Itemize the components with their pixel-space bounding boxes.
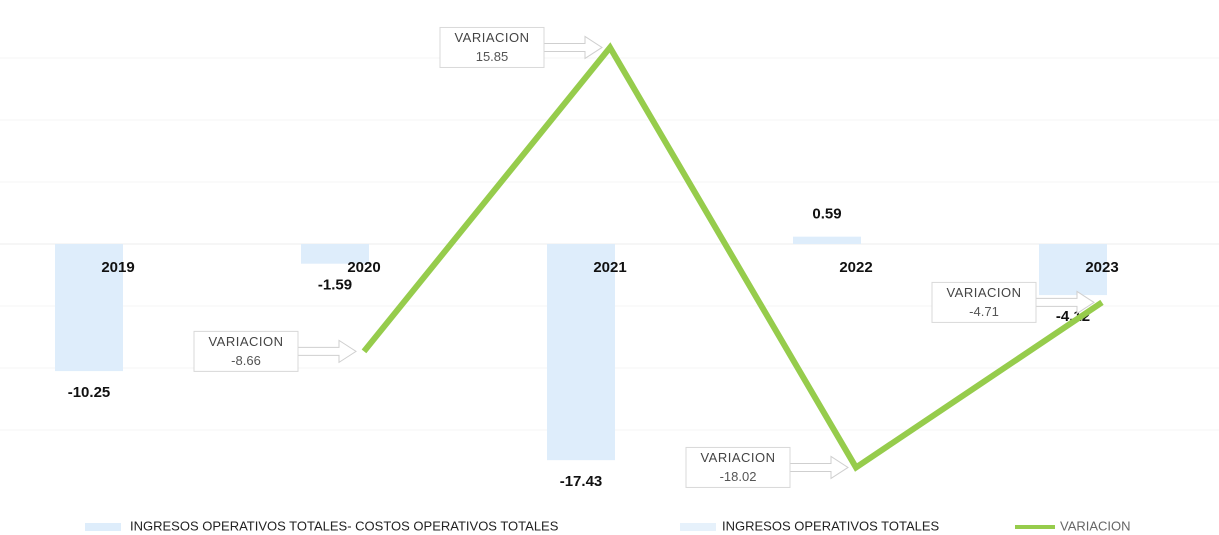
- callout-arrow: [298, 339, 357, 364]
- bar: [547, 244, 615, 461]
- callout-box: [193, 330, 299, 372]
- callout-arrow: [1036, 290, 1095, 315]
- callout-name: VARIACION: [454, 30, 529, 45]
- callout-name: VARIACION: [208, 334, 283, 349]
- data-callout: VARIACION -4.71: [931, 281, 1095, 323]
- data-callout: VARIACION -18.02: [685, 446, 849, 488]
- callout-box: [685, 446, 791, 488]
- callout-value: -8.66: [231, 353, 261, 368]
- bar-value-label: 0.59: [812, 206, 841, 223]
- bar: [55, 244, 123, 372]
- callout-value: -4.71: [969, 304, 999, 319]
- bar: [793, 236, 861, 244]
- x-tick-label: 2019: [101, 259, 134, 276]
- callout-box: [931, 281, 1037, 323]
- data-callout: VARIACION 15.85: [439, 26, 603, 68]
- line: [361, 42, 1104, 472]
- callout-value: 15.85: [476, 49, 509, 64]
- bar: [1039, 244, 1107, 296]
- callout-value: -18.02: [720, 469, 757, 484]
- x-tick-label: 2022: [839, 259, 872, 276]
- bar-value-label: -4.12: [1056, 308, 1090, 325]
- callout-box: [439, 26, 545, 68]
- bar-value-label: -17.43: [560, 473, 603, 490]
- legend-label: INGRESOS OPERATIVOS TOTALES- COSTOS OPER…: [130, 518, 559, 533]
- data-callout: VARIACION -8.66: [193, 330, 357, 372]
- legend-swatch: [85, 523, 121, 531]
- bar: [301, 244, 369, 264]
- callout-name: VARIACION: [700, 450, 775, 465]
- x-tick-label: 2023: [1085, 259, 1118, 276]
- callout-name: VARIACION: [946, 285, 1021, 300]
- bar-value-label: -1.59: [318, 277, 352, 294]
- bar-value-label: -10.25: [68, 384, 111, 401]
- legend-label: INGRESOS OPERATIVOS TOTALES: [722, 518, 940, 533]
- x-tick-label: 2020: [347, 259, 380, 276]
- legend-swatch: [680, 523, 716, 531]
- x-tick-label: 2021: [593, 259, 626, 276]
- callout-arrow: [790, 455, 849, 480]
- callout-arrow: [544, 35, 603, 60]
- legend-label: VARIACION: [1060, 518, 1131, 533]
